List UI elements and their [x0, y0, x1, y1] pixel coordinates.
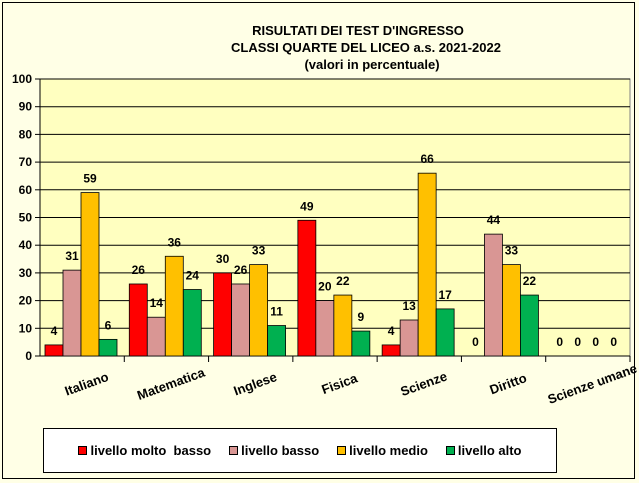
- x-category-label: Italiano: [63, 369, 111, 399]
- legend-swatch: [337, 446, 347, 455]
- data-label: 0: [574, 335, 581, 349]
- data-label: 33: [505, 244, 519, 258]
- bar: [249, 264, 268, 357]
- data-label: 30: [216, 252, 230, 266]
- legend-label: livello basso: [241, 443, 320, 458]
- y-tick-label: 10: [19, 321, 33, 335]
- data-label: 6: [105, 318, 112, 332]
- chart-title-line: CLASSI QUARTE DEL LICEO a.s. 2021-2022: [231, 40, 501, 55]
- data-label: 13: [402, 299, 416, 313]
- legend-item: livello medio: [337, 443, 428, 458]
- bar: [351, 330, 371, 357]
- data-label: 49: [300, 199, 314, 213]
- bar: [98, 338, 118, 357]
- x-category-label: Fisica: [320, 370, 360, 397]
- y-tick-label: 40: [19, 238, 33, 252]
- legend-item: livello basso: [229, 443, 319, 458]
- bar: [315, 300, 335, 357]
- data-label: 9: [358, 310, 365, 324]
- y-tick-label: 70: [19, 155, 33, 169]
- bar: [417, 172, 437, 357]
- data-label: 26: [132, 263, 146, 277]
- y-tick-label: 100: [12, 72, 32, 86]
- data-label: 4: [388, 324, 395, 338]
- bar: [381, 344, 401, 357]
- bar: [231, 283, 250, 357]
- y-tick-label: 0: [25, 349, 32, 363]
- bar: [502, 264, 521, 357]
- data-label: 4: [51, 324, 58, 338]
- data-label: 33: [252, 244, 266, 258]
- bar: [484, 233, 503, 357]
- bar: [44, 344, 64, 357]
- bar: [435, 308, 455, 357]
- bar: [80, 192, 100, 357]
- bar: [333, 294, 353, 357]
- bar: [399, 319, 419, 357]
- bar: [62, 269, 82, 357]
- data-label: 14: [150, 296, 164, 310]
- data-label: 0: [472, 335, 479, 349]
- bar: [267, 325, 286, 357]
- bar: [520, 294, 539, 357]
- data-label: 22: [523, 274, 537, 288]
- x-category-label: Scienze umane: [546, 361, 639, 407]
- data-label: 59: [83, 172, 97, 186]
- data-label: 31: [65, 249, 79, 263]
- x-category-label: Matematica: [135, 364, 207, 403]
- y-tick-label: 60: [19, 183, 33, 197]
- data-label: 17: [438, 288, 452, 302]
- bar: [297, 219, 317, 357]
- y-tick-label: 90: [19, 100, 33, 114]
- legend-swatch: [229, 446, 239, 455]
- bar: [128, 283, 148, 357]
- data-label: 0: [592, 335, 599, 349]
- data-label: 22: [336, 274, 350, 288]
- legend-label: livello alto: [457, 443, 522, 458]
- data-label: 66: [420, 152, 434, 166]
- data-label: 11: [270, 305, 283, 319]
- data-label: 20: [318, 280, 332, 294]
- data-label: 44: [487, 213, 501, 227]
- legend-swatch: [78, 446, 88, 455]
- bar: [164, 255, 184, 357]
- data-label: 24: [186, 269, 200, 283]
- x-category-label: Inglese: [232, 369, 279, 398]
- y-tick-label: 50: [19, 211, 33, 225]
- y-tick-label: 80: [19, 127, 33, 141]
- bar: [146, 316, 166, 357]
- legend-label: livello medio: [349, 443, 428, 458]
- x-category-label: Diritto: [487, 370, 528, 397]
- data-label: 0: [556, 335, 563, 349]
- legend-item: livello molto basso: [78, 443, 211, 458]
- legend-swatch: [445, 446, 455, 455]
- y-tick-label: 30: [19, 266, 33, 280]
- bar: [182, 289, 202, 357]
- y-tick-label: 20: [19, 294, 33, 308]
- bar: [213, 272, 232, 357]
- legend-item: livello alto: [445, 443, 522, 458]
- data-label: 0: [610, 335, 617, 349]
- data-label: 26: [234, 263, 248, 277]
- legend-label: livello molto basso: [90, 443, 212, 458]
- chart-title-line: (valori in percentuale): [304, 57, 439, 72]
- chart-title-line: RISULTATI DEI TEST D'INGRESSO: [252, 23, 464, 38]
- data-label: 36: [168, 235, 182, 249]
- x-category-label: Scienze: [398, 368, 449, 399]
- legend: livello molto basso livello basso livello …: [43, 428, 557, 473]
